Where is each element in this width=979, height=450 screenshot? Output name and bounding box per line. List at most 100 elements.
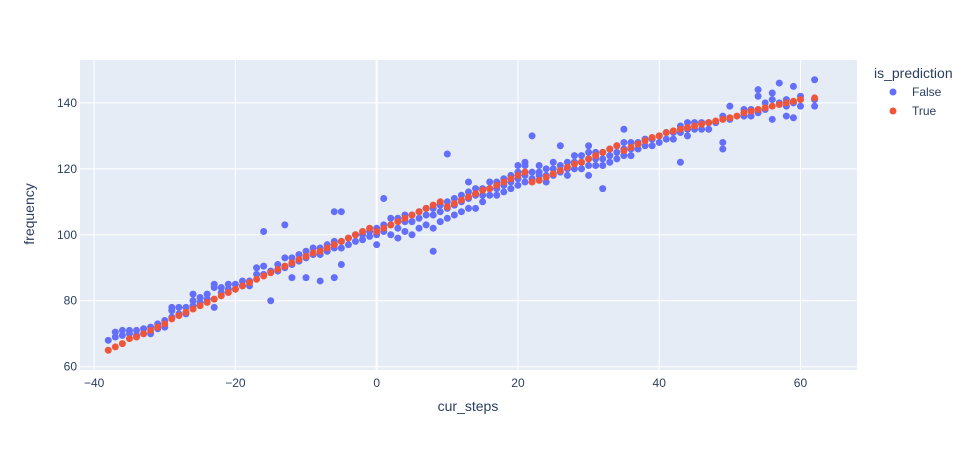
data-point-true[interactable] [676,125,684,133]
data-point-false[interactable] [337,244,345,252]
data-point-false[interactable] [253,270,261,278]
data-point-false[interactable] [465,178,472,186]
data-point-true[interactable] [479,186,487,194]
data-point-false[interactable] [457,208,465,216]
data-point-true[interactable] [669,127,677,135]
data-point-false[interactable] [613,155,621,163]
data-point-false[interactable] [535,171,543,179]
data-point-false[interactable] [302,274,310,282]
data-point-true[interactable] [514,171,522,179]
data-point-false[interactable] [457,191,465,199]
data-point-false[interactable] [125,330,133,338]
data-point-false[interactable] [422,221,430,229]
data-point-true[interactable] [104,346,112,354]
data-point-true[interactable] [288,259,296,267]
data-point-false[interactable] [337,260,345,268]
data-point-false[interactable] [189,297,197,305]
data-point-true[interactable] [493,181,501,189]
data-point-false[interactable] [570,152,578,160]
data-point-true[interactable] [535,176,543,184]
data-point-false[interactable] [415,224,423,232]
data-point-true[interactable] [747,107,755,115]
data-point-true[interactable] [641,137,649,145]
data-point-false[interactable] [118,331,126,339]
data-point-true[interactable] [168,315,176,323]
data-point-false[interactable] [493,191,501,199]
data-point-false[interactable] [599,185,607,193]
data-point-false[interactable] [387,214,395,222]
data-point-false[interactable] [620,138,628,146]
data-point-false[interactable] [344,241,352,249]
data-point-true[interactable] [387,221,395,229]
data-point-false[interactable] [486,178,494,186]
data-point-false[interactable] [613,148,621,156]
data-point-false[interactable] [450,211,458,219]
data-point-false[interactable] [811,102,819,110]
data-point-false[interactable] [380,195,388,203]
data-point-true[interactable] [457,196,465,204]
data-point-false[interactable] [373,241,381,249]
data-point-true[interactable] [337,237,345,245]
data-point-false[interactable] [620,125,628,133]
data-point-false[interactable] [556,162,564,170]
data-point-false[interactable] [479,191,487,199]
data-point-false[interactable] [726,102,734,110]
data-point-true[interactable] [309,249,317,257]
data-point-false[interactable] [578,165,586,173]
data-point-false[interactable] [514,181,522,189]
data-point-false[interactable] [768,96,776,104]
data-point-true[interactable] [401,214,409,222]
data-point-false[interactable] [450,195,458,203]
data-point-false[interactable] [387,231,395,239]
data-point-true[interactable] [373,227,381,235]
data-point-false[interactable] [359,236,367,244]
data-point-false[interactable] [719,145,727,153]
data-point-true[interactable] [302,252,310,260]
data-point-false[interactable] [309,244,317,252]
data-point-false[interactable] [811,76,819,84]
data-point-true[interactable] [556,166,564,174]
data-point-false[interactable] [563,171,571,179]
data-point-false[interactable] [196,293,204,301]
data-point-true[interactable] [811,94,819,102]
data-point-true[interactable] [606,145,614,153]
data-point-false[interactable] [669,135,677,143]
data-point-false[interactable] [330,208,338,216]
data-point-true[interactable] [740,109,748,117]
data-point-false[interactable] [620,152,628,160]
data-point-false[interactable] [253,264,261,272]
data-point-true[interactable] [196,302,204,310]
data-point-true[interactable] [761,104,769,112]
data-point-true[interactable] [789,97,797,105]
data-point-false[interactable] [274,260,282,268]
data-point-true[interactable] [500,178,508,186]
data-point-true[interactable] [323,244,331,252]
data-point-true[interactable] [253,275,261,283]
data-point-true[interactable] [161,320,169,328]
data-point-false[interactable] [747,112,755,120]
data-point-true[interactable] [691,122,699,130]
data-point-false[interactable] [394,234,402,242]
data-point-false[interactable] [662,135,670,143]
data-point-false[interactable] [549,165,557,173]
data-point-false[interactable] [302,247,310,255]
data-point-false[interactable] [295,251,303,259]
data-point-false[interactable] [394,224,402,232]
data-point-false[interactable] [224,280,232,288]
data-point-true[interactable] [238,282,246,290]
data-point-true[interactable] [528,178,536,186]
data-point-true[interactable] [768,102,776,110]
data-point-false[interactable] [351,237,359,245]
data-point-true[interactable] [295,256,303,264]
data-point-true[interactable] [585,155,593,163]
data-point-false[interactable] [472,185,480,193]
data-point-false[interactable] [648,142,656,150]
data-point-true[interactable] [394,218,402,226]
data-point-true[interactable] [147,326,155,334]
data-point-false[interactable] [570,165,578,173]
data-point-true[interactable] [429,201,437,209]
data-point-false[interactable] [330,274,338,282]
data-point-false[interactable] [585,148,593,156]
data-point-true[interactable] [782,99,790,107]
data-point-true[interactable] [267,269,275,277]
